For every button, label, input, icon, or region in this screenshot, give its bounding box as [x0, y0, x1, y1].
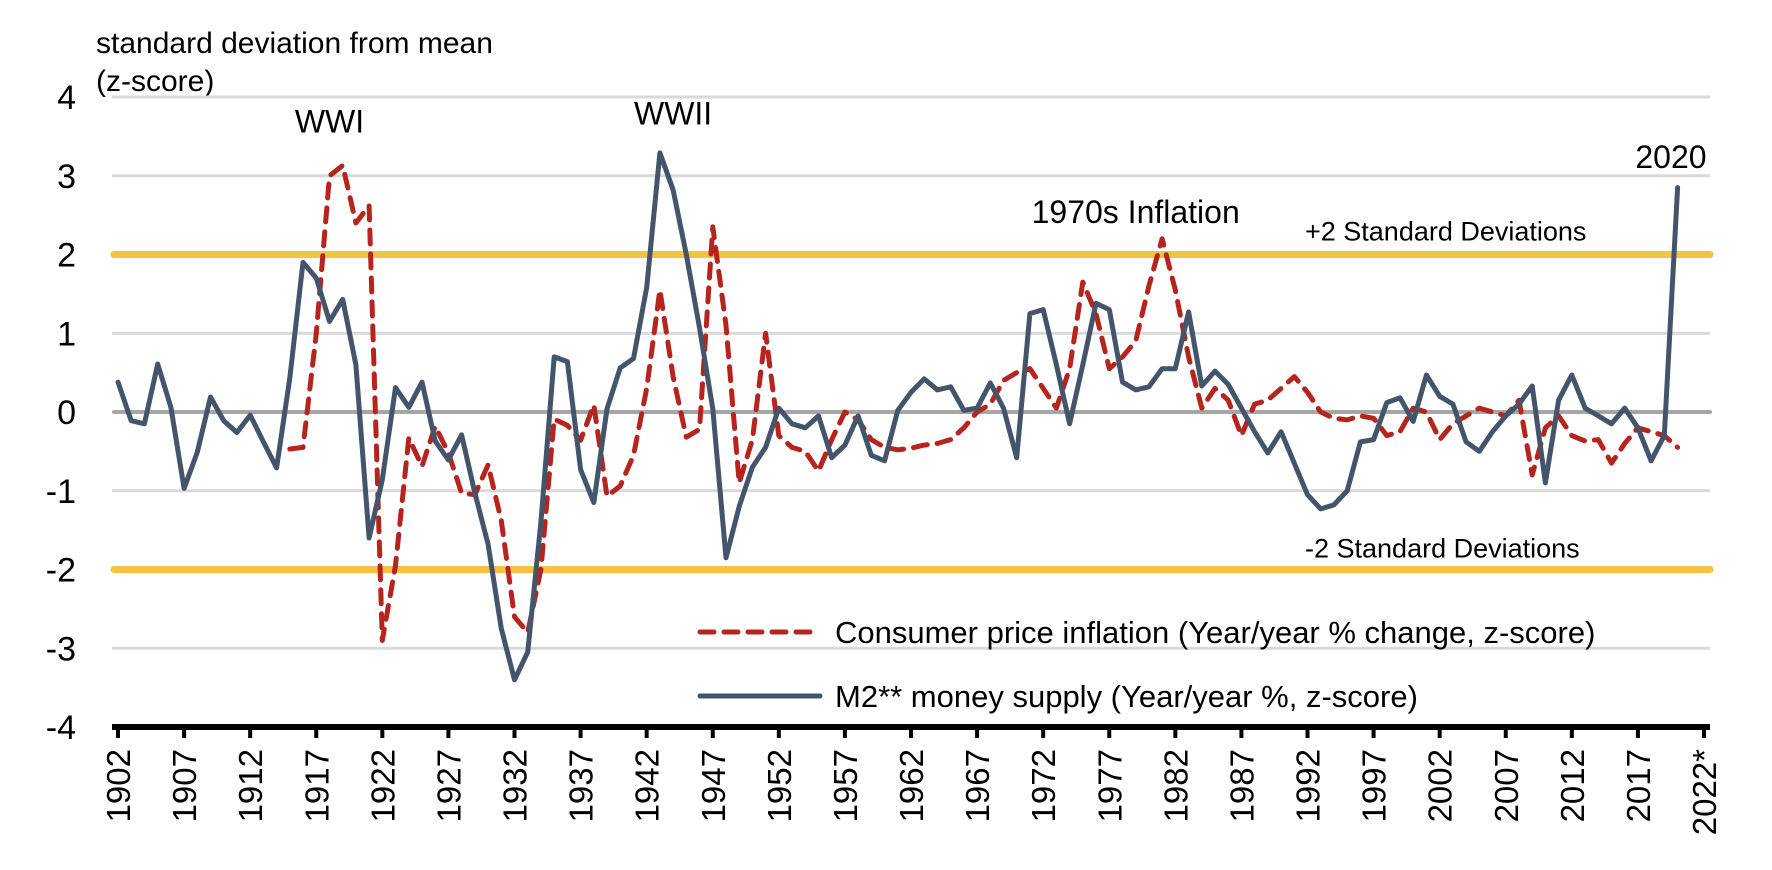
x-tick-label: 1947 [695, 749, 732, 822]
cpi-inflation-line [287, 163, 1681, 643]
legend-label-cpi: Consumer price inflation (Year/year % ch… [835, 615, 1595, 650]
x-tick-label: 1902 [100, 749, 137, 822]
y-tick-label: -2 [46, 552, 76, 590]
x-tick-label: 1967 [959, 749, 996, 822]
x-tick-label: 1942 [629, 749, 666, 822]
x-tick-label: 1972 [1025, 749, 1062, 822]
x-tick-label: 1992 [1290, 749, 1327, 822]
x-tick-label: 1927 [430, 749, 467, 822]
annotation-label: WWI [295, 103, 364, 139]
x-tick-label: 1982 [1157, 749, 1194, 822]
x-tick-label: 1962 [893, 749, 930, 822]
x-tick-label: 1957 [827, 749, 864, 822]
y-tick-label: 0 [57, 394, 76, 432]
gridlines [112, 95, 1710, 650]
x-tick-label: 1907 [166, 749, 203, 822]
reference-lines: +2 Standard Deviations -2 Standard Deviat… [110, 217, 1714, 573]
x-tick-label: 1977 [1091, 749, 1128, 822]
x-tick-label: 2007 [1488, 749, 1525, 822]
annotation-label: WWII [634, 96, 712, 132]
x-tick-label: 1922 [364, 749, 401, 822]
y-tick-label: -1 [46, 473, 76, 511]
y-tick-label: 3 [57, 158, 76, 196]
y-tick-label: -3 [46, 630, 76, 668]
reference-line-label: -2 Standard Deviations [1305, 534, 1580, 564]
x-tick-label: 2002 [1422, 749, 1459, 822]
x-tick-label: 2017 [1620, 749, 1657, 822]
y-axis-ticks: 4 3 2 1 0 -1 -2 -3 -4 [46, 79, 76, 747]
y-tick-label: 1 [57, 315, 76, 353]
y-tick-label: 2 [57, 237, 76, 275]
x-tick-label: 1952 [761, 749, 798, 822]
x-tick-label: 2022* [1686, 749, 1723, 835]
y-tick-label: 4 [57, 79, 76, 117]
y-axis-title-line: standard deviation from mean [96, 27, 493, 60]
x-tick-label: 1987 [1223, 749, 1260, 822]
annotation-label: 1970s Inflation [1032, 194, 1240, 230]
y-axis-title-line: (z-score) [96, 65, 214, 98]
series-lines [115, 150, 1681, 683]
m2-money-supply-line [115, 150, 1681, 683]
reference-line-label: +2 Standard Deviations [1305, 217, 1586, 247]
x-tick-label: 1937 [563, 749, 600, 822]
y-tick-label: -4 [46, 709, 76, 747]
legend-label-m2: M2** money supply (Year/year %, z-score) [835, 679, 1418, 714]
x-tick-label: 1912 [232, 749, 269, 822]
y-axis-title: standard deviation from mean (z-score) [96, 27, 493, 98]
x-tick-label: 1997 [1356, 749, 1393, 822]
x-tick-label: 1917 [298, 749, 335, 822]
x-tick-label: 1932 [497, 749, 534, 822]
legend: Consumer price inflation (Year/year % ch… [697, 615, 1595, 714]
annotations: WWI WWII 1970s Inflation 2020 [295, 96, 1707, 230]
x-axis: 1902 1907 1912 1917 1922 1927 1932 1937 1942 1947… [100, 724, 1723, 835]
x-tick-label: 2012 [1554, 749, 1591, 822]
annotation-label: 2020 [1635, 139, 1706, 175]
